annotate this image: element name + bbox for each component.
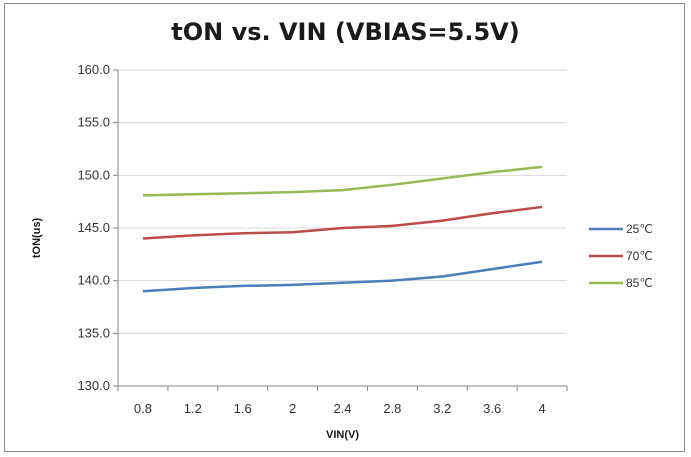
series-lines [142, 165, 543, 293]
y-tick-label: 155.0 [77, 115, 110, 130]
x-tick-label: 2.4 [333, 401, 351, 416]
x-tick-label: 3.2 [433, 401, 451, 416]
y-tick-label: 135.0 [77, 325, 110, 340]
y-tick-label: 145.0 [77, 220, 110, 235]
x-tick-label: 1.6 [234, 401, 252, 416]
y-axis-label: tON(us) [31, 218, 43, 259]
legend-label-2: 70℃ [626, 249, 653, 263]
x-tick-label: 0.8 [134, 401, 152, 416]
x-tick-label: 2.8 [383, 401, 401, 416]
y-tick-label: 160.0 [77, 62, 110, 77]
gridlines [118, 69, 567, 334]
series-line-2 [142, 205, 543, 240]
x-tick-label: 3.6 [483, 401, 501, 416]
series-line-3 [142, 165, 543, 197]
series-line-1 [142, 260, 543, 293]
axes: 130.0 135.0 140.0 145.0 150.0 155.0 160.0 0.8 1.… [77, 62, 568, 416]
y-tick-label: 130.0 [77, 378, 110, 393]
x-tick-label: 2 [289, 401, 296, 416]
chart-title: tON vs. VIN (VBIAS=5.5V) [171, 18, 520, 46]
y-tick-label: 140.0 [77, 273, 110, 288]
x-tick-label: 1.2 [184, 401, 202, 416]
y-tick-label: 150.0 [77, 167, 110, 182]
x-axis-label: VIN(V) [326, 429, 359, 441]
legend: 25℃ 70℃ 85℃ [589, 222, 653, 290]
legend-label-3: 85℃ [626, 276, 653, 290]
legend-label-1: 25℃ [626, 222, 653, 236]
x-tick-label: 4 [538, 401, 545, 416]
